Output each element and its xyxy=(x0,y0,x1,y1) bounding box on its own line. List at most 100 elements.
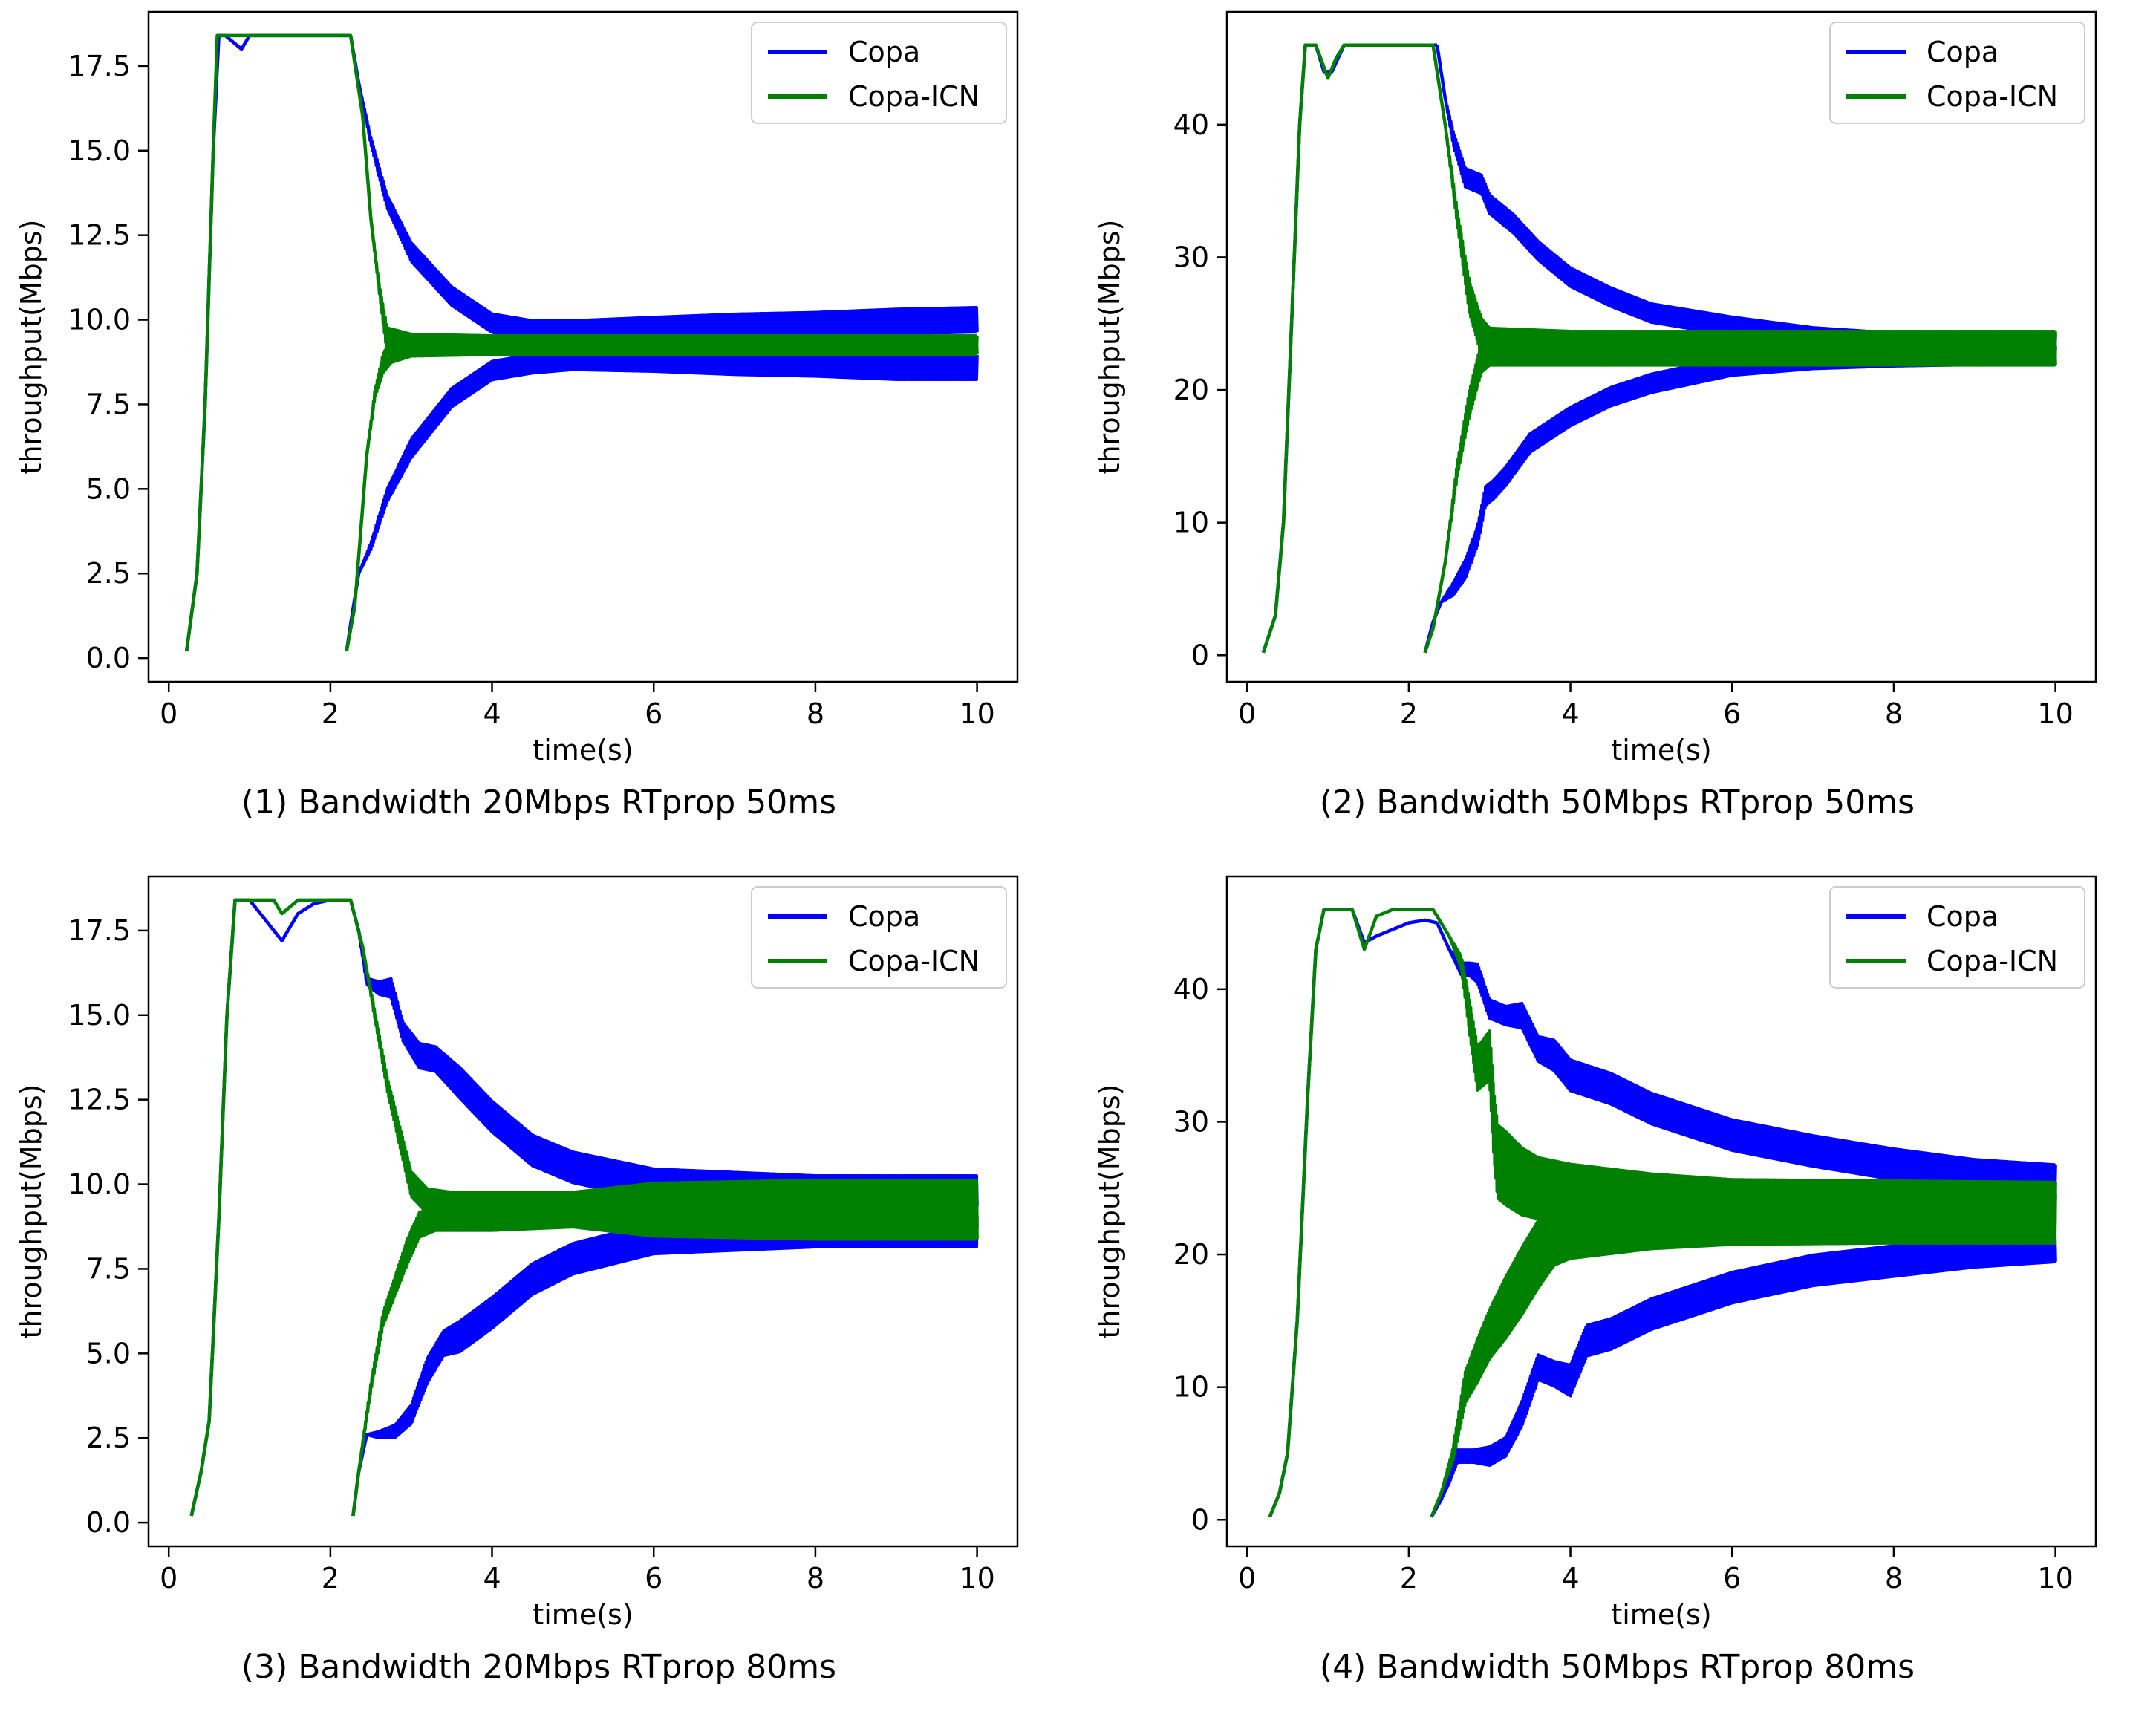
chart-caption: (2) Bandwidth 50Mbps RTprop 50ms xyxy=(1319,784,1915,821)
y-axis-label: throughput(Mbps) xyxy=(15,220,48,475)
x-tick-label: 4 xyxy=(483,1562,501,1595)
y-tick-label: 12.5 xyxy=(68,219,131,252)
chart-svg-4: 0 2 4 6 8 10 0 10 20 30 40 time(s) throughput(Mbps) C… xyxy=(1093,875,2097,1631)
x-tick-label: 6 xyxy=(645,1562,662,1595)
chart-caption: (3) Bandwidth 20Mbps RTprop 80ms xyxy=(241,1648,837,1686)
y-tick-label: 10 xyxy=(1173,1371,1209,1404)
y-axis-label: throughput(Mbps) xyxy=(1093,1084,1126,1339)
series-line-copa-flow-1 xyxy=(184,33,352,652)
y-tick-label: 10.0 xyxy=(68,304,131,336)
x-axis-label: time(s) xyxy=(1611,1598,1711,1631)
x-tick-label: 6 xyxy=(1723,1562,1741,1595)
chart-panel-4: 0 2 4 6 8 10 0 10 20 30 40 time(s) throughput(Mbps) C… xyxy=(1078,864,2156,1729)
series-line-copa-icn-flow-2 xyxy=(351,1188,979,1517)
x-tick-label: 8 xyxy=(1885,1562,1903,1595)
x-tick-label: 8 xyxy=(807,697,824,730)
y-tick-label: 20 xyxy=(1173,374,1209,406)
y-tick-label: 40 xyxy=(1173,108,1209,141)
y-axis-label: throughput(Mbps) xyxy=(1093,220,1126,475)
legend: Copa Copa-ICN xyxy=(751,22,1007,124)
x-tick-label: 2 xyxy=(322,697,339,730)
series-lines xyxy=(1261,43,2057,654)
chart-svg-1: 0 2 4 6 8 10 0.0 2.5 5.0 7.5 10.0 12.5 15.0 17.5 time(… xyxy=(15,10,1019,766)
y-tick-label: 2.5 xyxy=(86,557,131,590)
legend: Copa Copa-ICN xyxy=(1829,22,2085,124)
series-lines xyxy=(184,33,979,652)
y-tick-label: 17.5 xyxy=(68,914,131,947)
y-tick-label: 20 xyxy=(1173,1238,1209,1271)
x-tick-label: 4 xyxy=(483,697,501,730)
x-axis-label: time(s) xyxy=(533,1598,633,1631)
x-tick-label: 0 xyxy=(1238,1562,1256,1595)
series-line-copa-icn-flow-1 xyxy=(1268,908,2057,1518)
y-tick-label: 30 xyxy=(1173,1105,1209,1138)
series-lines xyxy=(189,898,979,1517)
y-tick-label: 0.0 xyxy=(86,1506,131,1539)
plot-frame xyxy=(1225,875,2097,1548)
x-tick-label: 6 xyxy=(1723,697,1741,730)
series-line-copa-flow-3 xyxy=(1423,345,2057,654)
legend-label-copa: Copa xyxy=(1927,36,1999,68)
y-tick-label: 15.0 xyxy=(68,134,131,167)
chart-panel-2: 0 2 4 6 8 10 0 10 20 30 40 time(s) throughput(Mbps) C… xyxy=(1078,0,2156,864)
x-tick-label: 10 xyxy=(2037,697,2073,730)
x-tick-label: 4 xyxy=(1561,697,1579,730)
chart-caption: (4) Bandwidth 50Mbps RTprop 80ms xyxy=(1319,1648,1915,1686)
chart-panel-3: 0 2 4 6 8 10 0.0 2.5 5.0 7.5 10.0 12.5 15.0 17.5 time(… xyxy=(0,864,1078,1729)
y-tick-label: 30 xyxy=(1173,241,1209,273)
x-tick-label: 10 xyxy=(2037,1562,2073,1595)
y-tick-label: 0.0 xyxy=(86,642,131,674)
legend-label-copa: Copa xyxy=(848,900,920,933)
y-tick-label: 0 xyxy=(1191,1503,1209,1536)
plot-frame xyxy=(1225,10,2097,683)
x-tick-label: 4 xyxy=(1561,1562,1579,1595)
chart-caption: (1) Bandwidth 20Mbps RTprop 50ms xyxy=(241,784,837,821)
y-tick-label: 2.5 xyxy=(86,1422,131,1454)
legend-label-copa-icn: Copa-ICN xyxy=(848,945,980,977)
y-tick-label: 12.5 xyxy=(68,1084,131,1116)
series-line-copa-flow-2 xyxy=(348,35,979,341)
series-line-copa-flow-3 xyxy=(1430,1229,2057,1518)
series-line-copa-flow-3 xyxy=(345,349,979,652)
legend-label-copa-icn: Copa-ICN xyxy=(1927,945,2058,977)
x-tick-label: 10 xyxy=(959,697,994,730)
legend-label-copa: Copa xyxy=(848,36,920,68)
legend-label-copa: Copa xyxy=(1927,900,1999,933)
legend: Copa Copa-ICN xyxy=(751,886,1007,989)
x-tick-label: 2 xyxy=(1400,1562,1418,1595)
y-tick-label: 5.0 xyxy=(86,1337,131,1370)
y-tick-label: 7.5 xyxy=(86,388,131,420)
x-tick-label: 2 xyxy=(322,1562,339,1595)
series-line-copa-flow-3 xyxy=(351,1214,979,1517)
x-tick-label: 10 xyxy=(959,1562,994,1595)
y-tick-label: 5.0 xyxy=(86,472,131,505)
plot-frame xyxy=(147,875,1019,1548)
legend: Copa Copa-ICN xyxy=(1829,886,2085,989)
legend-label-copa-icn: Copa-ICN xyxy=(1927,80,2058,113)
chart-svg-3: 0 2 4 6 8 10 0.0 2.5 5.0 7.5 10.0 12.5 15.0 17.5 time(… xyxy=(15,875,1019,1631)
series-line-copa-icn-flow-2 xyxy=(1423,339,2057,654)
series-lines xyxy=(1268,908,2057,1518)
x-axis-label: time(s) xyxy=(1611,734,1711,766)
x-tick-label: 6 xyxy=(645,697,662,730)
chart-panel-1: 0 2 4 6 8 10 0.0 2.5 5.0 7.5 10.0 12.5 15.0 17.5 time(… xyxy=(0,0,1078,864)
x-tick-label: 8 xyxy=(807,1562,824,1595)
x-tick-label: 0 xyxy=(160,697,178,730)
series-line-copa-flow-1 xyxy=(189,898,352,1517)
plot-frame xyxy=(147,10,1019,683)
y-tick-label: 15.0 xyxy=(68,999,131,1032)
legend-label-copa-icn: Copa-ICN xyxy=(848,80,980,113)
series-line-copa-flow-2 xyxy=(1435,922,2057,1197)
series-line-copa-icn-flow-2 xyxy=(1430,1192,2057,1518)
x-tick-label: 0 xyxy=(1238,697,1256,730)
x-tick-label: 8 xyxy=(1885,697,1903,730)
series-line-copa-icn-flow-2 xyxy=(345,336,979,652)
x-tick-label: 0 xyxy=(160,1562,178,1595)
series-line-copa-flow-1 xyxy=(1268,908,1439,1518)
y-tick-label: 10 xyxy=(1173,507,1209,539)
y-tick-label: 17.5 xyxy=(68,50,131,82)
y-tick-label: 10.0 xyxy=(68,1168,131,1201)
y-tick-label: 0 xyxy=(1191,639,1209,671)
x-axis-label: time(s) xyxy=(533,734,633,766)
